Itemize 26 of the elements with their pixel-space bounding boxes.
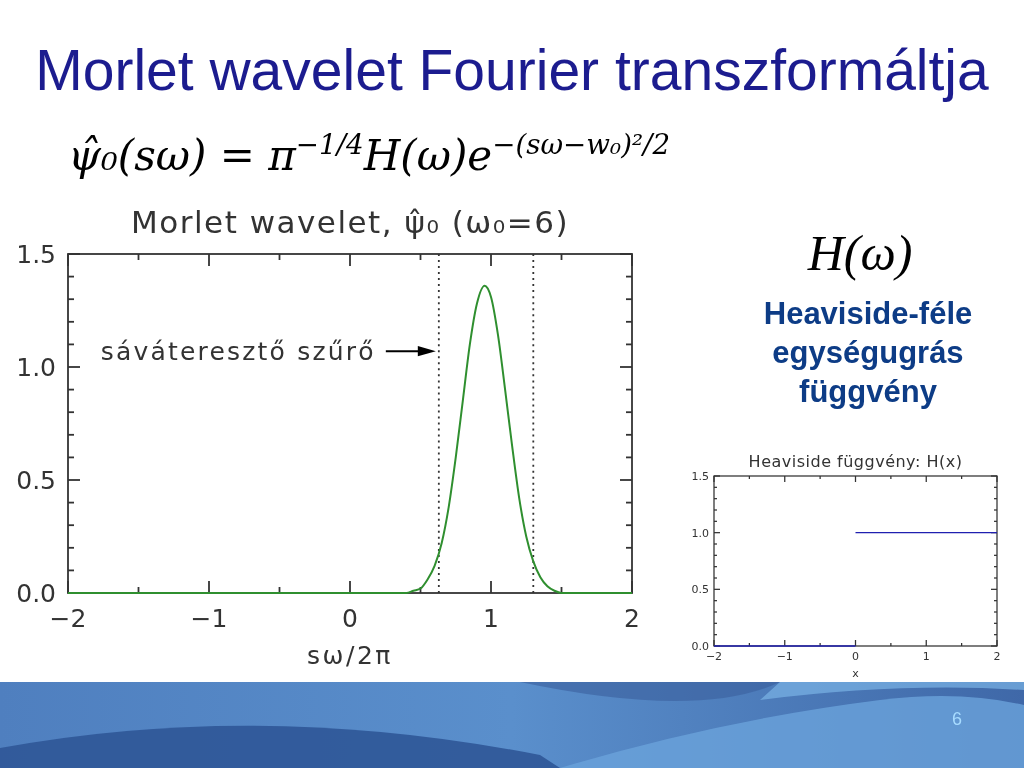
- y-tick-label: 0.0: [691, 639, 709, 653]
- x-tick-label: −1: [190, 604, 228, 633]
- y-tick-label: 1.0: [16, 353, 56, 382]
- text: 6: [951, 709, 963, 729]
- y-tick-label: 0.5: [16, 466, 56, 495]
- annotation: sáváteresztő szűrő: [100, 337, 376, 367]
- x-axis-title: sω/2π: [307, 641, 393, 670]
- y-tick-label: 1.5: [16, 240, 56, 269]
- x-tick-label: 0: [852, 650, 859, 663]
- y-tick-label: 0.5: [691, 583, 709, 597]
- y-tick-label: 1.5: [691, 469, 709, 483]
- text: Morlet wavelet Fourier transzformáltja: [35, 38, 990, 102]
- x-tick-label: 1: [483, 604, 499, 633]
- text: ψ̂₀(sω) = π$^{−1/4}$H(ω)e$^{−(sω−w₀)²/2}$: [68, 127, 671, 180]
- chart-title: Heaviside függvény: H(x): [748, 452, 963, 471]
- x-axis-title: x: [852, 667, 860, 680]
- text: Heaviside-féle egységugrás függvény: [763, 296, 973, 409]
- x-tick-label: 0: [342, 604, 358, 633]
- text: H(ω): [806, 225, 913, 281]
- x-tick-label: −2: [705, 650, 723, 663]
- x-tick-label: 1: [922, 650, 930, 663]
- x-tick-label: 2: [993, 650, 1001, 663]
- x-tick-label: 2: [624, 604, 640, 633]
- y-tick-label: 1.0: [691, 526, 709, 540]
- x-tick-label: −1: [776, 650, 793, 663]
- chart-title: Morlet wavelet, ψ̂₀ (ω₀=6): [131, 204, 569, 240]
